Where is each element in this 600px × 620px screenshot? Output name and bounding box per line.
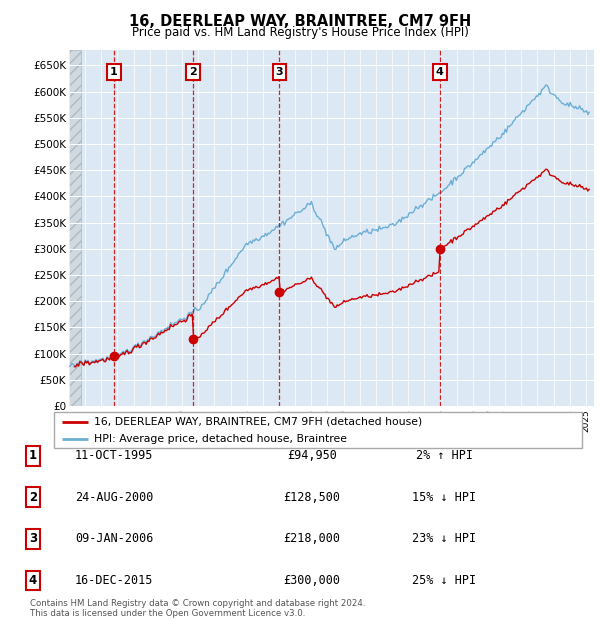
Text: 4: 4: [436, 66, 444, 77]
Text: 2: 2: [189, 66, 196, 77]
Text: 2: 2: [29, 491, 37, 503]
Text: £128,500: £128,500: [284, 491, 341, 503]
Text: 11-OCT-1995: 11-OCT-1995: [75, 450, 153, 462]
Text: £218,000: £218,000: [284, 533, 341, 545]
Text: 15% ↓ HPI: 15% ↓ HPI: [412, 491, 476, 503]
Text: 16, DEERLEAP WAY, BRAINTREE, CM7 9FH: 16, DEERLEAP WAY, BRAINTREE, CM7 9FH: [129, 14, 471, 29]
Text: 23% ↓ HPI: 23% ↓ HPI: [412, 533, 476, 545]
Text: 25% ↓ HPI: 25% ↓ HPI: [412, 574, 476, 587]
Text: Price paid vs. HM Land Registry's House Price Index (HPI): Price paid vs. HM Land Registry's House …: [131, 26, 469, 39]
Text: 3: 3: [275, 66, 283, 77]
Text: 2% ↑ HPI: 2% ↑ HPI: [415, 450, 473, 462]
Text: Contains HM Land Registry data © Crown copyright and database right 2024.
This d: Contains HM Land Registry data © Crown c…: [30, 599, 365, 618]
Text: £94,950: £94,950: [287, 450, 337, 462]
Text: 1: 1: [29, 450, 37, 462]
Text: 24-AUG-2000: 24-AUG-2000: [75, 491, 153, 503]
Text: £300,000: £300,000: [284, 574, 341, 587]
Text: HPI: Average price, detached house, Braintree: HPI: Average price, detached house, Brai…: [94, 433, 347, 444]
Text: 16-DEC-2015: 16-DEC-2015: [75, 574, 153, 587]
Text: 4: 4: [29, 574, 37, 587]
Text: 09-JAN-2006: 09-JAN-2006: [75, 533, 153, 545]
Text: 16, DEERLEAP WAY, BRAINTREE, CM7 9FH (detached house): 16, DEERLEAP WAY, BRAINTREE, CM7 9FH (de…: [94, 417, 422, 427]
Text: 1: 1: [110, 66, 118, 77]
Bar: [69, 50, 81, 406]
Text: 3: 3: [29, 533, 37, 545]
